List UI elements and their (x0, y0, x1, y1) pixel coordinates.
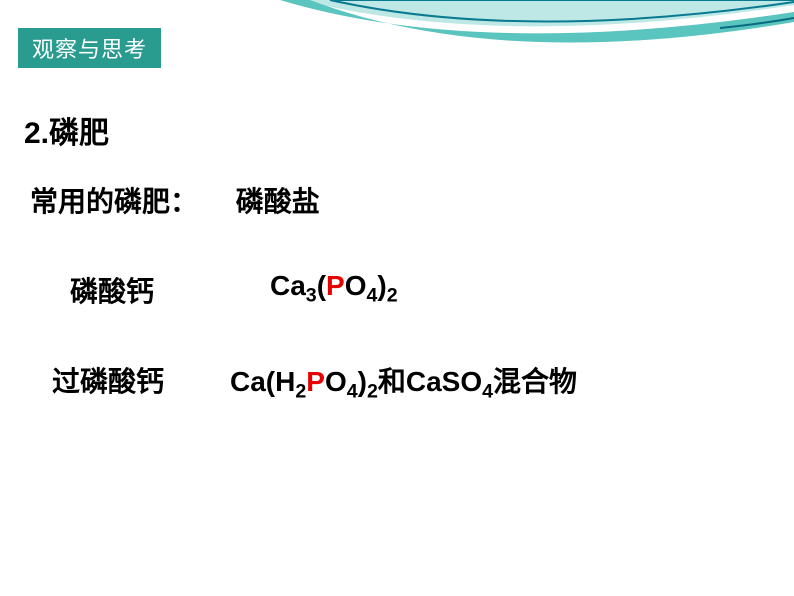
formula-sub: 2 (367, 381, 378, 403)
formula-part: O (325, 366, 347, 397)
common-value: 磷酸盐 (236, 180, 320, 220)
formula-part: ) (358, 366, 367, 397)
formula-p: P (326, 270, 345, 301)
formula-sub: 4 (482, 381, 493, 403)
formula-part: 和CaSO (378, 366, 482, 397)
item-name: 磷酸钙 (70, 270, 154, 310)
formula-sub: 2 (295, 381, 306, 403)
item-superphosphate: 过磷酸钙 Ca(H2PO4)2和CaSO4混合物 (52, 360, 702, 400)
formula-sub: 4 (367, 285, 378, 307)
item-formula: Ca(H2PO4)2和CaSO4混合物 (230, 360, 577, 404)
formula-part: ( (317, 270, 326, 301)
common-fertilizer-line: 常用的磷肥： 磷酸盐 (30, 180, 320, 220)
header-tag: 观察与思考 (18, 28, 161, 68)
section-title: 2.磷肥 (24, 108, 109, 152)
common-label: 常用的磷肥： (30, 180, 198, 220)
formula-part: O (345, 270, 367, 301)
formula-part: 混合物 (493, 366, 577, 397)
formula-part: ) (377, 270, 386, 301)
formula-sub: 3 (306, 285, 317, 307)
formula-sub: 2 (387, 285, 398, 307)
formula-sub: 4 (347, 381, 358, 403)
item-calcium-phosphate: 磷酸钙 Ca3(PO4)2 (70, 270, 670, 310)
item-name: 过磷酸钙 (52, 360, 164, 400)
item-formula: Ca3(PO4)2 (270, 270, 398, 308)
formula-part: Ca (270, 270, 306, 301)
formula-part: Ca(H (230, 366, 295, 397)
formula-p: P (306, 366, 325, 397)
